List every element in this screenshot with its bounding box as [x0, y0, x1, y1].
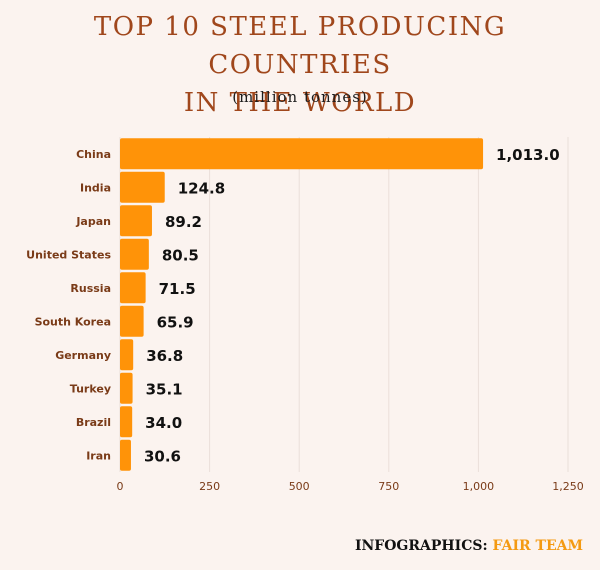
- value-label: 65.9: [157, 313, 194, 331]
- chart-subtitle: (million tonnes): [232, 88, 368, 106]
- x-tick-label: 500: [289, 480, 310, 493]
- category-label: Russia: [70, 282, 111, 295]
- category-label: Germany: [55, 349, 111, 362]
- value-label: 35.1: [146, 380, 183, 398]
- bar: [120, 339, 134, 371]
- category-label: Turkey: [70, 382, 111, 395]
- bar: [120, 439, 131, 471]
- x-tick-label: 750: [378, 480, 399, 493]
- bar: [120, 406, 133, 438]
- x-tick-label: 250: [199, 480, 220, 493]
- value-label: 34.0: [145, 414, 182, 432]
- category-label: South Korea: [35, 315, 111, 328]
- bar: [120, 171, 165, 203]
- bar: [120, 238, 149, 270]
- credit-prefix: INFOGRAPHICS:: [354, 538, 488, 554]
- credit-name: FAIR TEAM: [492, 538, 584, 554]
- chart-title: TOP 10 STEEL PRODUCING COUNTRIES IN THE …: [0, 8, 600, 122]
- value-label: 80.5: [162, 246, 199, 264]
- x-tick-label: 1,000: [463, 480, 495, 493]
- value-label: 1,013.0: [496, 146, 560, 164]
- value-label: 36.8: [146, 347, 183, 365]
- x-tick-label: 0: [117, 480, 124, 493]
- category-label: Japan: [75, 215, 111, 228]
- value-label: 71.5: [159, 280, 196, 298]
- bar: [120, 138, 484, 170]
- value-label: 124.8: [178, 179, 225, 197]
- bar: [120, 372, 133, 404]
- value-label: 89.2: [165, 213, 202, 231]
- credit-line: INFOGRAPHICS: FAIR TEAM: [355, 538, 583, 554]
- bar: [120, 305, 144, 337]
- bar: [120, 272, 146, 304]
- bar: [120, 205, 152, 237]
- category-label: United States: [26, 248, 111, 261]
- category-label: China: [76, 148, 111, 161]
- chart-title-line-1: TOP 10 STEEL PRODUCING COUNTRIES: [93, 12, 507, 80]
- x-tick-label: 1,250: [552, 480, 584, 493]
- category-label: India: [80, 181, 111, 194]
- value-label: 30.6: [144, 447, 181, 465]
- chart-title-line-2: IN THE WORLD: [183, 88, 417, 118]
- category-label: Brazil: [76, 416, 111, 429]
- category-label: Iran: [86, 449, 111, 462]
